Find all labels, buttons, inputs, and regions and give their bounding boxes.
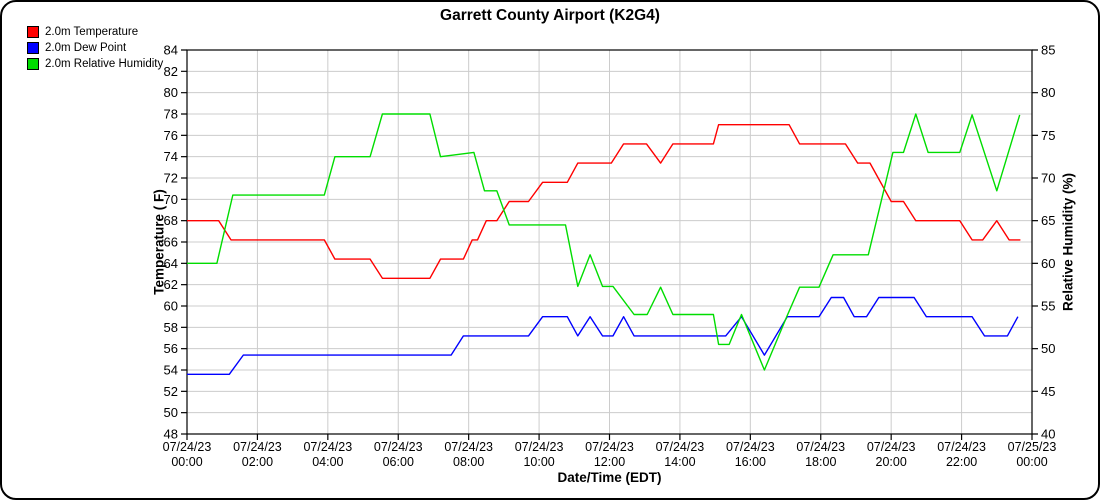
legend-label-relative-humidity: 2.0m Relative Humidity <box>45 58 164 70</box>
left-tick-label: 64 <box>164 256 178 271</box>
left-tick-label: 54 <box>164 363 178 378</box>
x-tick-label-date: 07/24/23 <box>867 440 916 454</box>
right-tick-label: 75 <box>1041 128 1055 143</box>
x-tick-label-date: 07/24/23 <box>656 440 705 454</box>
x-tick-label-time: 14:00 <box>664 455 695 469</box>
x-tick-label-date: 07/24/23 <box>444 440 493 454</box>
right-tick-label: 70 <box>1041 171 1055 186</box>
x-tick-label-time: 08:00 <box>453 455 484 469</box>
right-tick-label: 55 <box>1041 299 1055 314</box>
left-tick-label: 58 <box>164 320 178 335</box>
x-tick-label-date: 07/24/23 <box>515 440 564 454</box>
m-dew-point-line <box>187 296 1019 375</box>
right-tick-label: 50 <box>1041 341 1055 356</box>
left-tick-label: 60 <box>164 299 178 314</box>
left-tick-label: 84 <box>164 43 178 58</box>
x-tick-label-date: 07/24/23 <box>585 440 634 454</box>
x-tick-label-time: 20:00 <box>876 455 907 469</box>
legend-label-temperature: 2.0m Temperature <box>45 26 139 38</box>
x-tick-label-date: 07/24/23 <box>163 440 212 454</box>
right-tick-label: 85 <box>1041 43 1055 58</box>
legend: 2.0m Temperature 2.0m Dew Point 2.0m Rel… <box>27 24 163 72</box>
x-tick-label-time: 00:00 <box>171 455 202 469</box>
left-tick-label: 50 <box>164 405 178 420</box>
dew-point-swatch-icon <box>27 42 39 54</box>
left-tick-label: 68 <box>164 213 178 228</box>
x-tick-label-time: 04:00 <box>312 455 343 469</box>
right-tick-label: 65 <box>1041 213 1055 228</box>
left-tick-label: 48 <box>164 427 178 442</box>
x-tick-label-date: 07/24/23 <box>303 440 352 454</box>
x-tick-label-time: 00:00 <box>1016 455 1047 469</box>
x-tick-label-date: 07/24/23 <box>233 440 282 454</box>
legend-item-relative-humidity: 2.0m Relative Humidity <box>27 56 163 72</box>
relative-humidity-swatch-icon <box>27 58 39 70</box>
x-tick-label-time: 02:00 <box>242 455 273 469</box>
x-tick-label-time: 16:00 <box>735 455 766 469</box>
left-tick-label: 82 <box>164 64 178 79</box>
legend-item-temperature: 2.0m Temperature <box>27 24 163 40</box>
chart-title: Garrett County Airport (K2G4) <box>440 7 660 24</box>
left-tick-label: 62 <box>164 277 178 292</box>
right-tick-label: 60 <box>1041 256 1055 271</box>
left-tick-label: 80 <box>164 85 178 100</box>
left-tick-label: 78 <box>164 107 178 122</box>
m-temperature-line <box>187 123 1021 279</box>
x-tick-label-date: 07/24/23 <box>796 440 845 454</box>
x-tick-label-date: 07/24/23 <box>374 440 423 454</box>
left-tick-label: 76 <box>164 128 178 143</box>
x-tick-label-date: 07/24/23 <box>937 440 986 454</box>
right-tick-label: 45 <box>1041 384 1055 399</box>
right-tick-label: 80 <box>1041 85 1055 100</box>
x-tick-label-time: 22:00 <box>946 455 977 469</box>
x-axis-title: Date/Time (EDT) <box>557 470 662 485</box>
x-tick-label-date: 07/25/23 <box>1008 440 1057 454</box>
x-tick-label-time: 18:00 <box>805 455 836 469</box>
left-tick-label: 74 <box>164 149 178 164</box>
x-tick-label-time: 12:00 <box>594 455 625 469</box>
left-tick-label: 70 <box>164 192 178 207</box>
temperature-swatch-icon <box>27 26 39 38</box>
right-tick-label: 40 <box>1041 427 1055 442</box>
x-tick-label-time: 10:00 <box>523 455 554 469</box>
left-tick-label: 72 <box>164 171 178 186</box>
left-tick-label: 66 <box>164 235 178 250</box>
legend-label-dew-point: 2.0m Dew Point <box>45 42 127 54</box>
x-tick-label-date: 07/24/23 <box>726 440 775 454</box>
left-tick-label: 56 <box>164 341 178 356</box>
left-tick-label: 52 <box>164 384 178 399</box>
legend-item-dew-point: 2.0m Dew Point <box>27 40 163 56</box>
m-relative-humidity-line <box>187 113 1021 371</box>
x-tick-label-time: 06:00 <box>383 455 414 469</box>
